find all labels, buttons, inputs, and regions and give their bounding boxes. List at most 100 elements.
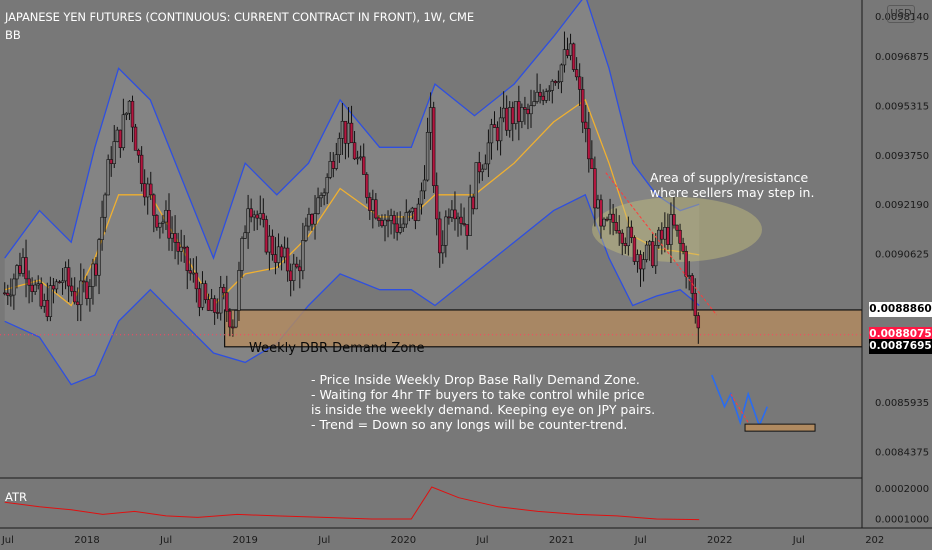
candle-body: [267, 235, 272, 253]
candle-body: [425, 132, 430, 181]
candle-body: [94, 263, 98, 276]
candle-body: [675, 224, 679, 231]
candle-body: [565, 49, 570, 56]
candle-body: [532, 101, 536, 106]
candle-body: [88, 286, 92, 299]
candle-body: [450, 209, 454, 218]
candle-body: [568, 43, 573, 56]
candle-body: [127, 100, 132, 114]
candle-body: [79, 280, 83, 306]
candle-body: [167, 209, 171, 239]
candle-body: [170, 233, 174, 239]
candle-body: [687, 275, 691, 277]
analysis-note-line: - Price Inside Weekly Drop Base Rally De…: [311, 372, 640, 387]
candle-body: [556, 81, 561, 84]
candle-body: [295, 263, 299, 268]
candle-body: [146, 183, 150, 198]
candle-body: [514, 101, 518, 124]
currency-button[interactable]: USD: [887, 5, 915, 23]
price-scale[interactable]: [862, 0, 932, 528]
candle-body: [161, 221, 165, 224]
atr-tick-label: 0.0001000: [875, 514, 929, 525]
candle-body: [681, 243, 685, 252]
demand-zone: [224, 309, 863, 348]
candle-body: [431, 107, 436, 186]
candle-body: [322, 192, 326, 196]
price-tick-label: 0.0095315: [875, 101, 929, 112]
candle-body: [693, 293, 697, 316]
candle-body: [51, 285, 56, 290]
analysis-note: - Price Inside Weekly Drop Base Rally De…: [311, 372, 655, 432]
time-tick-label: Jul: [1, 535, 14, 546]
candle-body: [222, 287, 226, 294]
candle-body: [544, 91, 548, 101]
bb-indicator-label[interactable]: BB: [5, 28, 21, 42]
projection-trendline: [730, 393, 749, 423]
price-tick-label: 0.0084375: [875, 447, 929, 458]
candle-body: [638, 254, 643, 270]
candle-body: [36, 283, 40, 286]
candle-body: [188, 270, 193, 274]
candle-body: [368, 197, 372, 211]
candle-body: [304, 225, 308, 241]
candle-body: [285, 247, 290, 272]
time-tick-label: Jul: [159, 535, 172, 546]
candle-body: [237, 270, 241, 311]
candle-body: [355, 157, 360, 160]
time-tick-label: 2019: [232, 535, 257, 546]
candle-body: [453, 209, 457, 220]
candle-body: [337, 138, 342, 156]
atr-line: [4, 486, 700, 521]
candle-body: [18, 265, 22, 274]
candle-body: [483, 163, 488, 170]
candle-body: [386, 219, 390, 222]
time-tick-label: Jul: [634, 535, 647, 546]
candle-body: [577, 76, 582, 90]
candle-body: [663, 227, 667, 240]
candle-body: [42, 300, 46, 307]
price-tick-label: 0.0098140: [875, 12, 929, 23]
candle-body: [371, 199, 375, 211]
candle-body: [212, 298, 217, 313]
analysis-note-line: is inside the weekly demand. Keeping eye…: [311, 402, 656, 417]
candle-body: [191, 272, 196, 275]
candle-body: [21, 257, 25, 274]
bb-lower-band: [4, 193, 700, 386]
time-tick-label: 2020: [391, 535, 416, 546]
candle-body: [593, 168, 597, 209]
candle-body: [644, 244, 649, 260]
candle-body: [410, 207, 415, 212]
candle-body: [404, 212, 408, 225]
candle-body: [316, 197, 320, 214]
candle-body: [666, 227, 670, 245]
supply-note: Area of supply/resistance where sellers …: [650, 170, 814, 200]
candle-body: [215, 312, 220, 314]
candle-body: [495, 127, 500, 142]
candle-body: [73, 290, 77, 303]
candle-body: [462, 223, 466, 225]
candle-body: [358, 156, 363, 159]
candle-body: [33, 284, 37, 292]
candle-body: [419, 190, 424, 205]
candle-body: [526, 108, 530, 115]
candle-body: [85, 281, 89, 299]
time-axis[interactable]: [0, 529, 932, 550]
candle-body: [422, 179, 427, 192]
candle-body: [30, 284, 34, 292]
candle-body: [258, 213, 262, 219]
candle-body: [346, 122, 351, 144]
candle-body: [614, 222, 618, 231]
bb-upper-band: [4, 0, 700, 260]
candle-body: [219, 287, 223, 314]
candle-body: [535, 91, 539, 102]
candle-body: [468, 196, 472, 236]
candle-body: [182, 246, 186, 249]
candle-body: [550, 80, 554, 91]
candle-body: [130, 100, 135, 128]
candle-body: [325, 177, 329, 194]
candle-body: [392, 215, 396, 225]
atr-indicator-label[interactable]: ATR: [5, 490, 27, 504]
candle-body: [611, 213, 615, 223]
candle-body: [696, 315, 701, 329]
candle-body: [136, 150, 141, 156]
